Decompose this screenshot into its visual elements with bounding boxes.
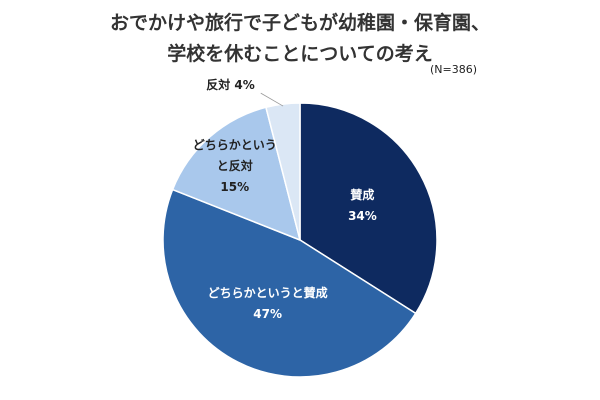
pie-label-3-line-1: どちらかという bbox=[193, 138, 277, 152]
pie-value-label-2: 47% bbox=[253, 307, 282, 321]
pie-slice-3 bbox=[171, 106, 302, 242]
pie-value-label-1: 34% bbox=[348, 209, 377, 223]
chart-title-line-1: おでかけや旅行で子どもが幼稚園・保育園、 bbox=[109, 12, 490, 34]
pie-label-4: 反対 4% bbox=[206, 77, 255, 92]
pie-value-label-3: 15% bbox=[220, 180, 249, 194]
chart-title: おでかけや旅行で子どもが幼稚園・保育園、 学校を休むことについての考え bbox=[0, 8, 600, 70]
chart-title-line-2: 学校を休むことについての考え bbox=[167, 43, 433, 65]
pie-slice-4 bbox=[265, 102, 301, 241]
pie-label-1-line-1: 賛成 bbox=[350, 187, 374, 202]
pie-slices bbox=[162, 102, 438, 378]
pie-label-2-line-1: どちらかというと賛成 bbox=[208, 285, 328, 300]
pie-label-3-line-2: と反対 bbox=[217, 158, 253, 173]
sample-size-label: (N=386) bbox=[430, 63, 478, 76]
pie-slice-2 bbox=[162, 188, 417, 378]
pie-leader-line-4 bbox=[260, 92, 284, 107]
pie-slice-1 bbox=[299, 102, 438, 315]
